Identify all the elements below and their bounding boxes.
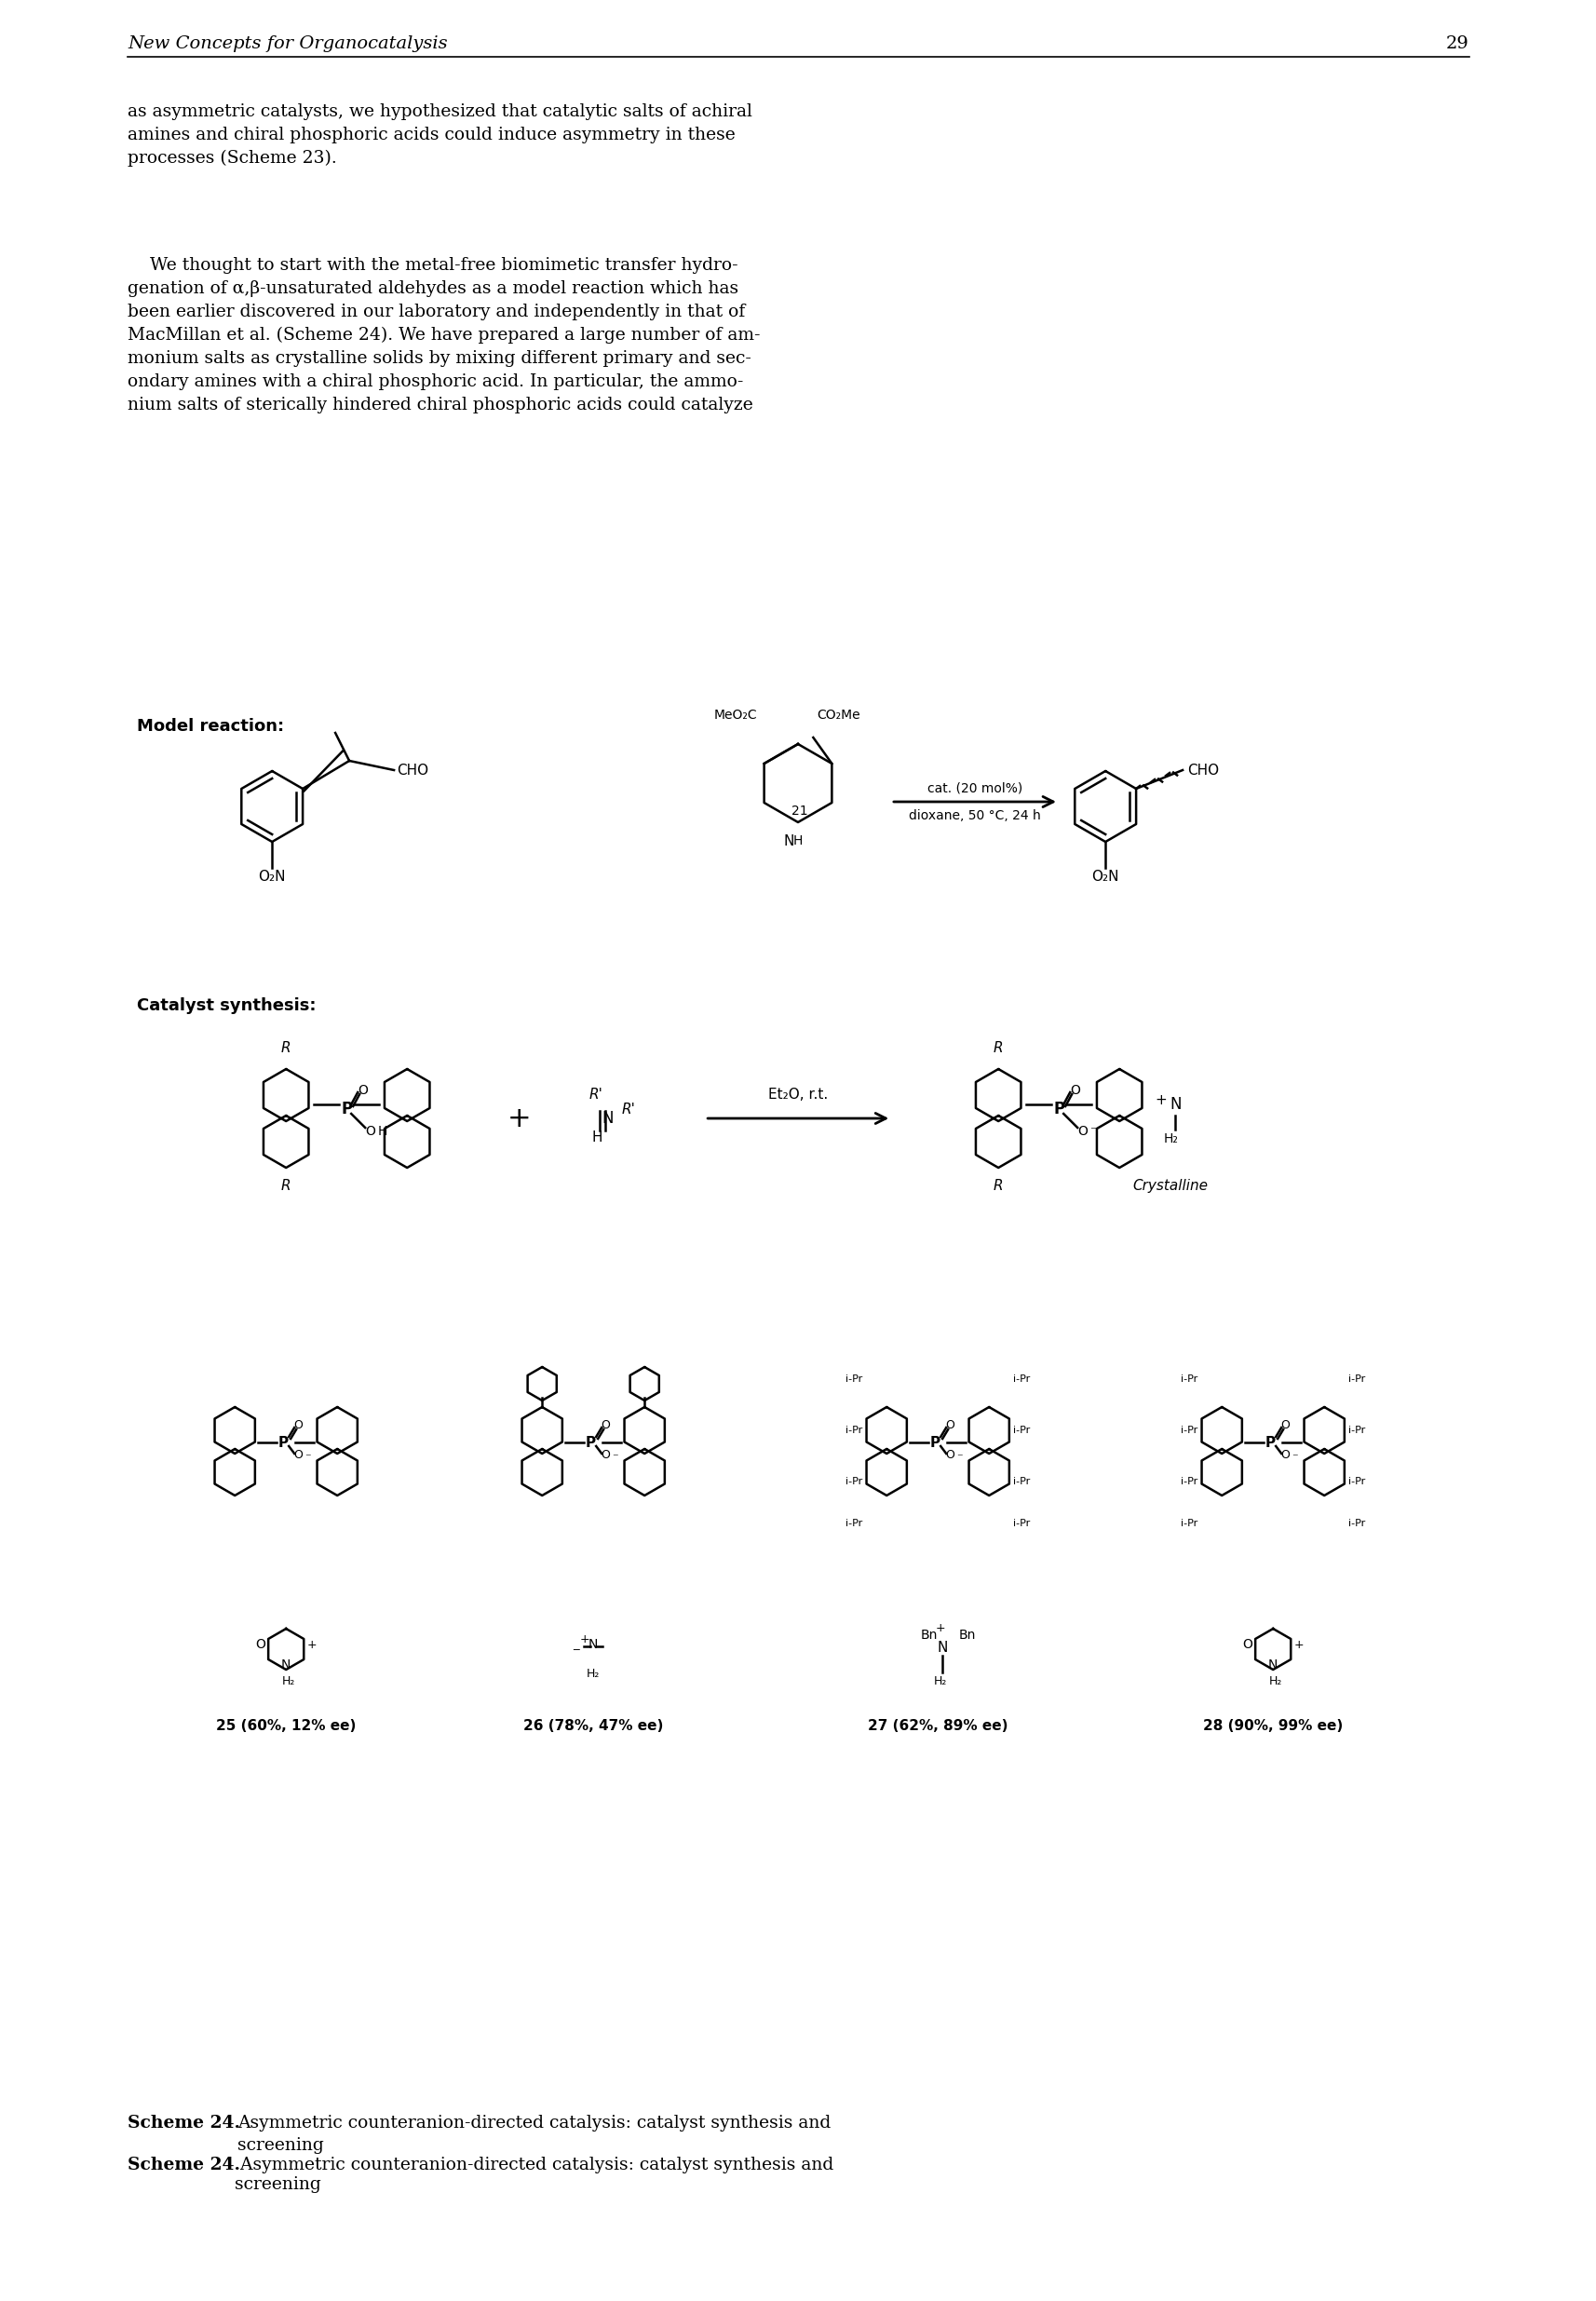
- Text: +: +: [1293, 1638, 1302, 1650]
- Text: O: O: [600, 1420, 610, 1431]
- Text: +: +: [935, 1622, 945, 1634]
- Text: P: P: [1264, 1436, 1275, 1450]
- Text: i-Pr: i-Pr: [1347, 1374, 1365, 1383]
- Text: CHO: CHO: [396, 764, 428, 778]
- Text: i-Pr: i-Pr: [1347, 1427, 1365, 1436]
- Text: Asymmetric counteranion-directed catalysis: catalyst synthesis and
screening: Asymmetric counteranion-directed catalys…: [238, 2115, 830, 2154]
- Text: MeO₂C: MeO₂C: [713, 709, 757, 723]
- Text: Bn: Bn: [958, 1629, 975, 1641]
- Text: +: +: [579, 1634, 589, 1645]
- Text: H₂: H₂: [1162, 1132, 1178, 1146]
- Text: CHO: CHO: [1187, 764, 1218, 778]
- Text: R': R': [621, 1102, 635, 1116]
- Text: i-Pr: i-Pr: [1179, 1374, 1197, 1383]
- Text: O₂N: O₂N: [1092, 870, 1119, 884]
- Text: N: N: [281, 1659, 290, 1671]
- Text: O: O: [1077, 1125, 1087, 1139]
- Text: H₂: H₂: [586, 1668, 600, 1680]
- Text: i-Pr: i-Pr: [1012, 1519, 1029, 1528]
- Text: Crystalline: Crystalline: [1132, 1178, 1208, 1192]
- Text: ⁻: ⁻: [956, 1452, 962, 1463]
- Text: O₂N: O₂N: [259, 870, 286, 884]
- Text: i-Pr: i-Pr: [844, 1374, 862, 1383]
- Text: Catalyst synthesis:: Catalyst synthesis:: [137, 996, 316, 1015]
- Text: i-Pr: i-Pr: [844, 1519, 862, 1528]
- Text: R': R': [589, 1088, 602, 1102]
- Text: i-Pr: i-Pr: [844, 1477, 862, 1486]
- Text: O: O: [365, 1125, 375, 1139]
- Text: N: N: [937, 1641, 948, 1654]
- Text: H₂: H₂: [1269, 1675, 1282, 1687]
- Text: We thought to start with the metal-free biomimetic transfer hydro-
genation of α: We thought to start with the metal-free …: [128, 258, 760, 414]
- Text: R: R: [281, 1042, 290, 1056]
- Text: O: O: [255, 1638, 265, 1652]
- Text: O: O: [294, 1420, 303, 1431]
- Text: N: N: [1267, 1659, 1277, 1671]
- Text: i-Pr: i-Pr: [1012, 1427, 1029, 1436]
- Text: H: H: [793, 835, 803, 847]
- Text: 29: 29: [1444, 35, 1468, 53]
- Text: N: N: [784, 835, 793, 849]
- Text: +: +: [506, 1104, 530, 1132]
- Text: N: N: [602, 1109, 613, 1127]
- Text: N: N: [1168, 1095, 1181, 1114]
- Text: 27 (62%, 89% ee): 27 (62%, 89% ee): [867, 1719, 1007, 1733]
- Text: P: P: [586, 1436, 595, 1450]
- Text: +: +: [1156, 1093, 1167, 1107]
- Text: Et₂O, r.t.: Et₂O, r.t.: [768, 1088, 828, 1102]
- Text: O: O: [358, 1084, 367, 1098]
- Text: i-Pr: i-Pr: [1012, 1374, 1029, 1383]
- Text: O: O: [1242, 1638, 1251, 1652]
- Text: ⁻: ⁻: [1291, 1452, 1298, 1463]
- Text: O: O: [1069, 1084, 1079, 1098]
- Text: Bn: Bn: [921, 1629, 937, 1641]
- Text: i-Pr: i-Pr: [1179, 1427, 1197, 1436]
- Text: H₂: H₂: [934, 1675, 946, 1687]
- Text: R: R: [993, 1042, 1002, 1056]
- Text: P: P: [340, 1100, 353, 1118]
- Text: O: O: [945, 1420, 954, 1431]
- Text: Asymmetric counteranion-directed catalysis: catalyst synthesis and
screening: Asymmetric counteranion-directed catalys…: [235, 2156, 833, 2193]
- Text: 26 (78%, 47% ee): 26 (78%, 47% ee): [523, 1719, 662, 1733]
- Text: i-Pr: i-Pr: [1347, 1477, 1365, 1486]
- Text: as asymmetric catalysts, we hypothesized that catalytic salts of achiral
amines : as asymmetric catalysts, we hypothesized…: [128, 104, 752, 168]
- Text: 28 (90%, 99% ee): 28 (90%, 99% ee): [1202, 1719, 1342, 1733]
- Text: P: P: [278, 1436, 289, 1450]
- Text: N: N: [589, 1638, 598, 1652]
- Text: 21: 21: [792, 805, 808, 817]
- Text: O: O: [294, 1450, 303, 1461]
- Text: CO₂Me: CO₂Me: [816, 709, 860, 723]
- Text: R: R: [281, 1178, 290, 1192]
- Text: O: O: [600, 1450, 610, 1461]
- Text: ⁻: ⁻: [1088, 1125, 1096, 1139]
- Text: P: P: [1053, 1100, 1065, 1118]
- Text: H: H: [377, 1125, 386, 1139]
- Text: i-Pr: i-Pr: [1179, 1519, 1197, 1528]
- Text: O: O: [945, 1450, 954, 1461]
- Text: ⁻: ⁻: [611, 1452, 618, 1463]
- Text: P: P: [929, 1436, 940, 1450]
- Text: H: H: [592, 1130, 602, 1144]
- Text: Model reaction:: Model reaction:: [137, 718, 284, 734]
- Text: cat. (20 mol%): cat. (20 mol%): [927, 782, 1021, 794]
- Text: i-Pr: i-Pr: [1347, 1519, 1365, 1528]
- Text: +: +: [306, 1638, 316, 1650]
- Text: Scheme 24.: Scheme 24.: [128, 2156, 241, 2174]
- Text: i-Pr: i-Pr: [844, 1427, 862, 1436]
- Text: O: O: [1280, 1450, 1290, 1461]
- Text: O: O: [1280, 1420, 1290, 1431]
- Text: H₂: H₂: [282, 1675, 295, 1687]
- Text: Scheme 24.: Scheme 24.: [128, 2115, 241, 2131]
- Text: 25 (60%, 12% ee): 25 (60%, 12% ee): [215, 1719, 356, 1733]
- Text: R: R: [993, 1178, 1002, 1192]
- Text: i-Pr: i-Pr: [1179, 1477, 1197, 1486]
- Text: ─: ─: [573, 1645, 579, 1654]
- Text: i-Pr: i-Pr: [1012, 1477, 1029, 1486]
- Text: dioxane, 50 °C, 24 h: dioxane, 50 °C, 24 h: [908, 810, 1041, 821]
- Text: ⁻: ⁻: [305, 1452, 311, 1463]
- Text: New Concepts for Organocatalysis: New Concepts for Organocatalysis: [128, 35, 447, 53]
